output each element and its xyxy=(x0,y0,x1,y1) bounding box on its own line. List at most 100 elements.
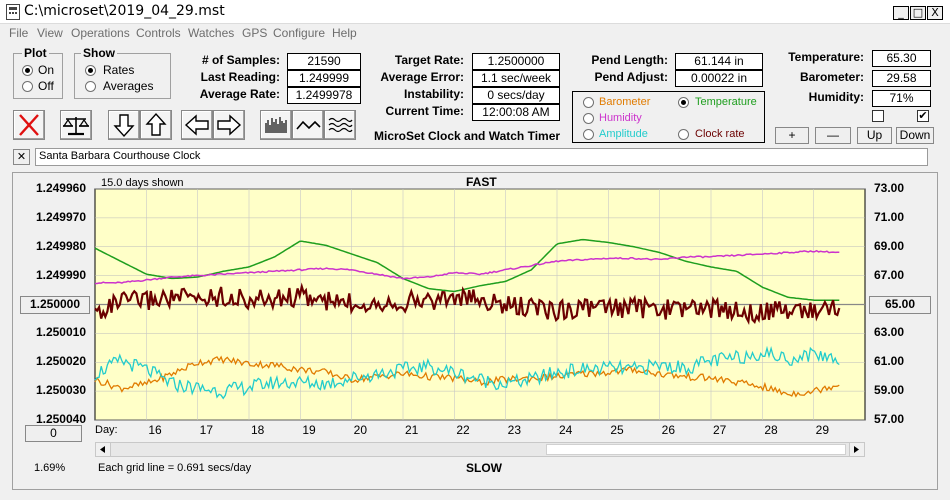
center-rate-button[interactable]: 1.250000 xyxy=(20,296,90,314)
pend-length-value: 61.144 in xyxy=(675,53,763,70)
checkbox-right[interactable]: ✔ xyxy=(917,110,929,122)
target-rate-value: 1.2500000 xyxy=(472,53,560,70)
x-tick-label: 29 xyxy=(816,423,830,437)
x-red-icon xyxy=(19,114,39,136)
legend-humidity-label: Humidity xyxy=(599,112,642,124)
y-left-tick-label: 1.250010 xyxy=(35,325,86,340)
scroll-left-arrow[interactable] xyxy=(96,443,111,456)
legend-barometer-radio[interactable] xyxy=(583,97,594,108)
stop-button[interactable] xyxy=(13,110,45,140)
x-tick-label: 19 xyxy=(302,423,316,437)
arrow-right-icon xyxy=(217,114,242,136)
up-button[interactable]: Up xyxy=(857,127,892,144)
x-tick-label: 25 xyxy=(610,423,624,437)
wave-view-button[interactable] xyxy=(324,110,356,140)
humidity-value: 71% xyxy=(872,90,931,107)
x-tick-label: 23 xyxy=(508,423,522,437)
checkbox-left[interactable] xyxy=(872,110,884,122)
arrow-up-button[interactable] xyxy=(140,110,172,140)
chart-panel xyxy=(12,172,938,490)
legend-temperature-radio[interactable] xyxy=(678,97,689,108)
menu-bar: File View Operations Controls Watches GP… xyxy=(0,24,950,42)
app-icon xyxy=(6,4,20,20)
scroll-thumb[interactable] xyxy=(546,444,846,455)
pend-adjust-value: 0.00022 in xyxy=(675,70,763,87)
line-view-button[interactable] xyxy=(292,110,324,140)
wave-icon xyxy=(328,117,353,133)
barometer-label: Barometer: xyxy=(799,70,864,84)
legend-humidity-radio[interactable] xyxy=(583,113,594,124)
zoom-percent: 1.69% xyxy=(34,462,66,474)
instability-label: Instability: xyxy=(403,87,464,101)
y-right-tick-label: 73.00 xyxy=(874,181,905,195)
close-button[interactable]: X xyxy=(927,6,943,20)
plot-group-title: Plot xyxy=(22,46,49,60)
clock-name-input[interactable]: Santa Barbara Courthouse Clock xyxy=(35,148,928,166)
y-right-tick-label: 59.00 xyxy=(874,383,905,398)
samples-value: 21590 xyxy=(287,53,361,70)
chart-scrollbar[interactable] xyxy=(95,442,865,457)
x-tick-label: 22 xyxy=(456,423,470,437)
y-right-tick-label: 69.00 xyxy=(874,238,905,253)
y-left-tick-label: 1.249960 xyxy=(35,181,86,195)
menu-file[interactable]: File xyxy=(9,26,29,40)
days-shown: 15.0 days shown xyxy=(101,177,184,189)
title-bar: C:\microset\2019_04_29.mst _ □ X xyxy=(0,0,950,24)
legend-barometer-label: Barometer xyxy=(599,96,651,108)
x-tick-label: 17 xyxy=(200,423,214,437)
show-averages-radio[interactable] xyxy=(85,81,96,92)
x-ticks: 16 17 18 19 20 21 22 23 24 25 26 27 28 29 xyxy=(148,423,829,437)
minimize-button[interactable]: _ xyxy=(893,6,909,20)
center-temperature-button[interactable]: 65.00 xyxy=(869,296,931,314)
menu-configure[interactable]: Configure xyxy=(273,26,326,40)
grid-note: Each grid line = 0.691 secs/day xyxy=(98,462,252,474)
arrow-right-button[interactable] xyxy=(213,110,245,140)
x-tick-label: 21 xyxy=(405,423,419,437)
y-left-tick-label: 1.250020 xyxy=(35,354,86,369)
x-tick-label: 27 xyxy=(713,423,727,437)
last-reading-label: Last Reading: xyxy=(200,70,280,84)
fast-label: FAST xyxy=(466,175,497,189)
plot-on-radio[interactable] xyxy=(22,65,33,76)
arrow-down-icon xyxy=(113,114,135,138)
day-label: Day: xyxy=(95,424,118,436)
y-left-tick-label: 1.249990 xyxy=(35,267,86,282)
down-button[interactable]: Down xyxy=(896,127,934,144)
x-tick-label: 20 xyxy=(354,423,368,437)
series-group xyxy=(94,238,841,400)
legend-clock-rate-label: Clock rate xyxy=(695,128,745,140)
window-title: C:\microset\2019_04_29.mst xyxy=(24,3,225,19)
menu-view[interactable]: View xyxy=(37,26,63,40)
triangle-left-icon xyxy=(100,446,105,453)
menu-operations[interactable]: Operations xyxy=(71,26,130,40)
average-error-label: Average Error: xyxy=(380,70,464,84)
balance-button[interactable] xyxy=(60,110,92,140)
bars-view-button[interactable] xyxy=(260,110,292,140)
menu-controls[interactable]: Controls xyxy=(136,26,181,40)
y-left-tick-label: 1.250040 xyxy=(35,412,86,426)
legend-amplitude-radio[interactable] xyxy=(583,129,594,140)
menu-help[interactable]: Help xyxy=(332,26,357,40)
barometer-value: 29.58 xyxy=(872,70,931,87)
arrow-down-button[interactable] xyxy=(108,110,140,140)
plus-button[interactable]: + xyxy=(775,127,809,144)
scroll-right-arrow[interactable] xyxy=(849,443,864,456)
y-right-tick-label: 71.00 xyxy=(874,209,905,224)
plot-group: Plot On Off xyxy=(13,46,63,99)
scroll-offset-button[interactable]: 0 xyxy=(25,425,82,442)
plot-off-radio[interactable] xyxy=(22,81,33,92)
minus-button[interactable]: — xyxy=(815,127,851,144)
clear-name-button[interactable]: ✕ xyxy=(13,149,30,165)
menu-gps[interactable]: GPS xyxy=(242,26,268,40)
show-averages-label: Averages xyxy=(103,79,154,93)
scale-icon xyxy=(62,117,90,136)
plot-on-label: On xyxy=(38,63,55,77)
arrow-left-button[interactable] xyxy=(181,110,213,140)
maximize-button[interactable]: □ xyxy=(910,6,926,20)
menu-watches[interactable]: Watches xyxy=(188,26,235,40)
arrow-up-icon xyxy=(145,112,167,136)
show-rates-radio[interactable] xyxy=(85,65,96,76)
bar-graph-icon xyxy=(265,117,287,133)
legend-clock-rate-radio[interactable] xyxy=(678,129,689,140)
instability-value: 0 secs/day xyxy=(472,87,560,104)
